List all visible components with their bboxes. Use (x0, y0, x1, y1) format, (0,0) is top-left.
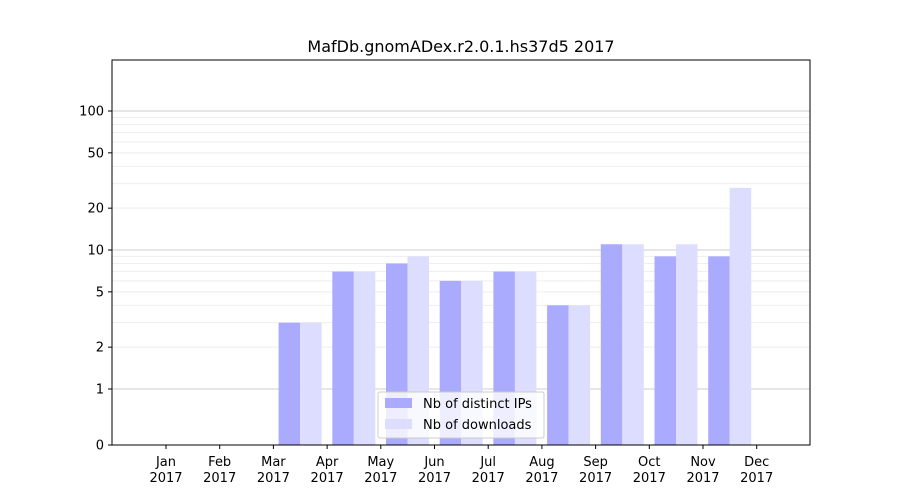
x-tick-label-month: Oct (638, 455, 660, 470)
x-tick-label-year: 2017 (579, 471, 612, 486)
legend-box (377, 391, 545, 439)
x-tick-label-year: 2017 (686, 471, 719, 486)
bar-ips (278, 322, 301, 445)
y-tick-label: 2 (96, 341, 104, 356)
x-tick-label-month: Jan (155, 455, 176, 470)
x-tick-label-year: 2017 (203, 471, 236, 486)
x-tick-label-year: 2017 (364, 471, 397, 486)
x-tick-label-year: 2017 (149, 471, 182, 486)
bar-downloads (622, 244, 644, 445)
x-tick-label-month: Sep (583, 455, 608, 470)
y-tick-label: 0 (96, 439, 104, 454)
y-tick-label: 10 (87, 244, 104, 259)
bar-ips (600, 244, 623, 445)
legend-label-downloads: Nb of downloads (423, 418, 532, 433)
y-axis: 0 1 2 5 10 20 50 100 (79, 105, 112, 454)
x-tick-label-year: 2017 (633, 471, 666, 486)
bar-ips (332, 271, 354, 445)
y-tick-label: 50 (87, 146, 104, 161)
x-tick-label-month: Aug (529, 455, 554, 470)
legend-label-ips: Nb of distinct IPs (423, 397, 532, 412)
legend: Nb of distinct IPs Nb of downloads (377, 391, 545, 439)
x-tick-label-month: May (367, 455, 394, 470)
y-tick-label: 5 (96, 285, 104, 300)
x-tick-label-year: 2017 (257, 471, 290, 486)
legend-swatch-ips (385, 398, 412, 408)
bar-downloads (568, 305, 591, 445)
bar-ips (547, 305, 569, 445)
bar-downloads (729, 187, 752, 445)
bar-ips (654, 256, 676, 445)
x-tick-label-year: 2017 (472, 471, 505, 486)
x-tick-label-month: Jun (423, 455, 444, 470)
x-tick-label-month: Feb (208, 455, 231, 470)
x-tick-label-month: Nov (690, 455, 716, 470)
plot-frame (111, 59, 811, 446)
x-tick-label-year: 2017 (418, 471, 451, 486)
legend-swatch-downloads (385, 419, 412, 429)
chart-title: MafDb.gnomADex.r2.0.1.hs37d5 2017 (307, 37, 614, 56)
x-tick-label-month: Dec (744, 455, 769, 470)
x-tick-label-year: 2017 (525, 471, 558, 486)
y-tick-label: 100 (79, 105, 104, 120)
x-tick-label-month: Mar (261, 455, 286, 470)
y-tick-label: 20 (87, 202, 104, 217)
bar-ips (708, 256, 730, 445)
x-tick-label-year: 2017 (740, 471, 773, 486)
x-axis: Jan2017Feb2017Mar2017Apr2017May2017Jun20… (149, 445, 773, 486)
x-tick-label-month: Apr (316, 455, 339, 470)
y-tick-label: 1 (96, 383, 104, 398)
x-tick-label-month: Jul (479, 455, 496, 470)
x-tick-label-year: 2017 (311, 471, 344, 486)
bar-downloads (300, 322, 322, 445)
bar-downloads (676, 244, 698, 445)
bar-downloads (353, 271, 376, 445)
